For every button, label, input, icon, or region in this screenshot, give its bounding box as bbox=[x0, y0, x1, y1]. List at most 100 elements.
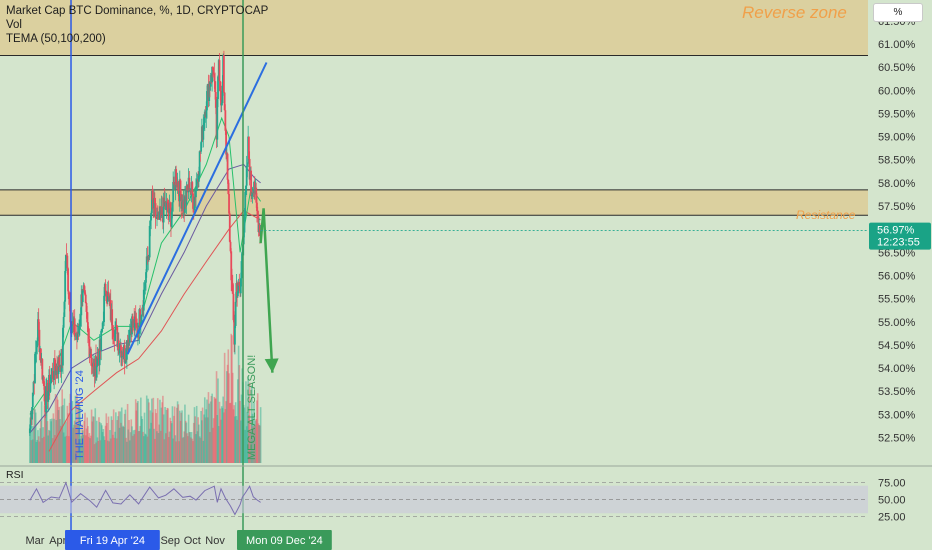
price-tick-label: 58.50% bbox=[878, 155, 916, 167]
volume-bar bbox=[178, 410, 181, 463]
candle-down bbox=[117, 340, 120, 354]
volume-bar bbox=[48, 430, 51, 463]
volume-bar bbox=[192, 422, 195, 463]
candle-up bbox=[246, 162, 249, 166]
volume-bar bbox=[236, 419, 238, 463]
candle-up bbox=[162, 197, 165, 223]
candle-down bbox=[88, 338, 91, 358]
volume-bar bbox=[81, 430, 84, 463]
volume-bar bbox=[29, 421, 32, 463]
candle-down bbox=[222, 55, 225, 93]
candle-up bbox=[47, 390, 50, 402]
volume-bar bbox=[158, 424, 161, 463]
volume-bar bbox=[222, 396, 224, 463]
candle-down bbox=[39, 348, 42, 363]
halving-date-badge bbox=[65, 530, 160, 550]
volume-bar bbox=[217, 426, 220, 463]
volume-bar bbox=[76, 423, 79, 463]
volume-bar bbox=[84, 435, 87, 463]
volume-bar bbox=[82, 435, 85, 463]
volume-bar bbox=[114, 431, 116, 463]
volume-bar bbox=[118, 427, 121, 463]
candle-down bbox=[112, 335, 115, 338]
volume-bar bbox=[196, 431, 199, 463]
candle-up bbox=[149, 220, 152, 226]
volume-bar bbox=[204, 417, 207, 463]
volume-bar bbox=[87, 426, 89, 463]
volume-bar bbox=[142, 431, 144, 463]
candle-down bbox=[186, 185, 189, 191]
volume-bar bbox=[120, 407, 123, 463]
volume-bar bbox=[250, 420, 252, 463]
volume-bar bbox=[122, 425, 124, 463]
volume-bar bbox=[248, 414, 250, 463]
candle-down bbox=[85, 302, 88, 312]
candle-down bbox=[248, 158, 251, 180]
candle-down bbox=[179, 180, 182, 195]
candle-down bbox=[253, 182, 256, 193]
volume-bar bbox=[141, 418, 144, 463]
volume-bar bbox=[226, 364, 229, 463]
volume-bar bbox=[93, 444, 96, 463]
volume-bar bbox=[66, 405, 69, 463]
volume-bar bbox=[169, 417, 172, 463]
volume-bar bbox=[56, 396, 58, 463]
price-tick-label: 58.00% bbox=[878, 178, 916, 190]
volume-bar bbox=[103, 436, 105, 463]
reverse-zone-label: Reverse zone bbox=[742, 3, 847, 22]
candle-up bbox=[145, 272, 147, 283]
candle-down bbox=[256, 211, 259, 217]
volume-bar bbox=[51, 438, 54, 463]
volume-bar bbox=[138, 431, 141, 463]
alt-season-date-badge bbox=[237, 530, 332, 550]
candle-down bbox=[191, 182, 194, 194]
volume-bar bbox=[238, 365, 241, 463]
volume-bar bbox=[98, 422, 101, 463]
candle-up bbox=[128, 329, 131, 343]
candle-up bbox=[101, 322, 104, 329]
candle-up bbox=[78, 322, 81, 326]
candle-down bbox=[169, 203, 172, 209]
volume-bar bbox=[201, 407, 204, 463]
volume-bar bbox=[112, 434, 114, 463]
volume-bar bbox=[229, 402, 232, 463]
candle-down bbox=[104, 283, 107, 291]
volume-bar bbox=[160, 407, 163, 463]
volume-bar bbox=[259, 407, 262, 463]
volume-bar bbox=[257, 423, 260, 463]
candle-up bbox=[31, 407, 33, 420]
unit-toggle-button[interactable]: % bbox=[873, 3, 923, 22]
volume-bar bbox=[101, 432, 104, 463]
candle-down bbox=[53, 358, 56, 371]
volume-bar bbox=[165, 409, 168, 463]
candle-up bbox=[237, 281, 240, 292]
volume-bar bbox=[161, 402, 163, 463]
volume-bar bbox=[125, 437, 127, 463]
price-tick-label: 60.50% bbox=[878, 62, 916, 74]
volume-bar bbox=[234, 416, 236, 463]
volume-bar bbox=[206, 399, 208, 463]
candle-down bbox=[154, 203, 157, 219]
volume-bar bbox=[167, 408, 169, 463]
volume-bar bbox=[115, 438, 118, 463]
volume-bar bbox=[200, 410, 202, 463]
volume-bar bbox=[40, 420, 42, 463]
volume-bar bbox=[230, 333, 233, 463]
candle-down bbox=[91, 366, 94, 367]
volume-bar bbox=[155, 413, 158, 463]
price-tick-label: 59.00% bbox=[878, 132, 916, 144]
candle-down bbox=[228, 213, 231, 242]
volume-bar bbox=[252, 426, 255, 463]
price-tick-label: 54.00% bbox=[878, 363, 916, 375]
candle-up bbox=[35, 347, 38, 352]
volume-bar bbox=[81, 424, 83, 463]
volume-bar bbox=[228, 373, 230, 463]
forecast-arrow[interactable] bbox=[259, 208, 274, 373]
volume-bar bbox=[147, 398, 149, 463]
volume-bar bbox=[190, 437, 192, 463]
volume-bar bbox=[54, 435, 56, 463]
alt-season-annotation: MEGA ALT SEASON! bbox=[246, 355, 258, 460]
volume-bar bbox=[95, 442, 97, 463]
candle-up bbox=[100, 330, 103, 351]
